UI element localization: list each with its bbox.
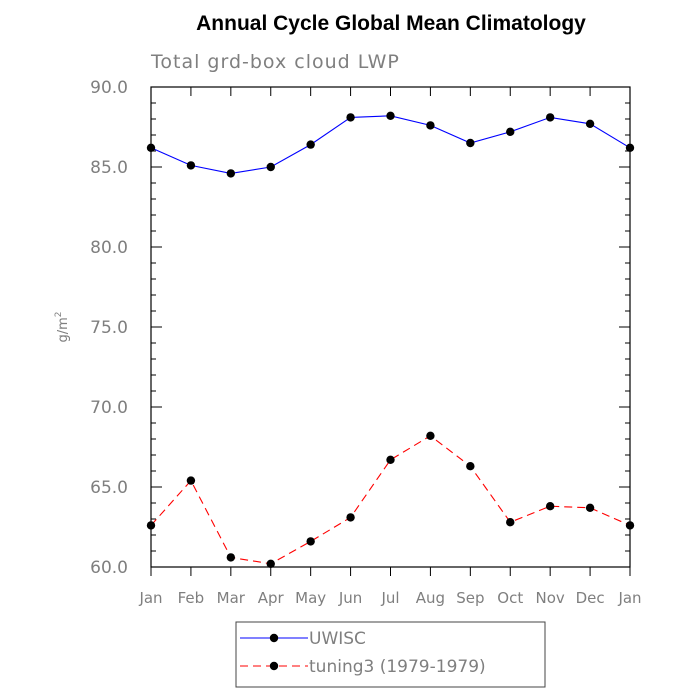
plot-axes [150, 86, 631, 568]
data-point [306, 537, 315, 546]
data-point [346, 113, 355, 122]
series-1 [146, 111, 635, 178]
y-tick-label: 70.0 [90, 398, 128, 418]
chart-subtitle: Total grd-box cloud LWP [150, 51, 400, 73]
data-point [466, 462, 475, 471]
data-point [426, 431, 435, 440]
y-tick-label: 65.0 [90, 478, 128, 498]
data-point [186, 476, 196, 485]
data-point [146, 521, 156, 530]
data-point [585, 119, 595, 128]
series-layer [146, 111, 635, 568]
data-point [625, 143, 635, 152]
data-point [625, 521, 635, 530]
chart-title: Annual Cycle Global Mean Climatology [196, 12, 586, 35]
legend-label: UWISC [309, 629, 366, 649]
data-point [506, 127, 515, 136]
x-tick-label: Apr [258, 589, 285, 607]
data-point [585, 503, 595, 512]
data-point [545, 502, 555, 511]
legend: UWISC tuning3 (1979-1979) [235, 621, 546, 688]
data-point [386, 455, 395, 464]
y-tick-label: 90.0 [90, 78, 128, 98]
x-tick-label: Dec [576, 589, 605, 607]
series-2 [146, 431, 635, 568]
y-axis-label-base: g/m [56, 317, 71, 342]
data-point [146, 143, 156, 152]
data-point [346, 513, 355, 522]
data-point [186, 161, 196, 170]
x-tick-label: Jun [338, 589, 362, 607]
data-point [506, 518, 515, 527]
y-axis-label-superscript: 2 [54, 311, 64, 317]
x-tick-label: Oct [497, 589, 523, 607]
x-tick-label: Jul [380, 589, 399, 607]
x-tick-label: Aug [416, 589, 445, 607]
x-tick-labels: Jan Feb Mar Apr May Jun Jul Aug Sep Oct Nov Dec Jan [138, 589, 641, 607]
series-line [150, 115, 631, 174]
x-tick-label: Mar [217, 589, 246, 607]
legend-swatch-marker [269, 633, 279, 643]
x-tick-label: Nov [536, 589, 565, 607]
plot-frame [150, 86, 631, 568]
data-point [545, 113, 555, 122]
x-tick-label: May [295, 589, 326, 607]
data-point [386, 111, 395, 121]
legend-item: tuning3 (1979-1979) [240, 657, 486, 677]
x-tick-label: Feb [178, 589, 205, 607]
x-tick-label: Jan [138, 589, 162, 607]
x-tick-label: Sep [456, 589, 484, 607]
axis-ticks [150, 86, 631, 576]
y-tick-labels: 60.0 65.0 70.0 75.0 80.0 85.0 90.0 [90, 78, 128, 578]
y-tick-label: 85.0 [90, 158, 128, 178]
legend-label: tuning3 (1979-1979) [309, 657, 486, 677]
data-point [266, 162, 275, 172]
data-point [466, 138, 475, 148]
x-tick-label: Jan [617, 589, 641, 607]
y-tick-label: 80.0 [90, 238, 128, 258]
legend-swatch-marker [269, 661, 279, 671]
legend-item: UWISC [240, 629, 366, 649]
data-point [226, 553, 236, 562]
y-tick-label: 75.0 [90, 318, 128, 338]
data-point [266, 559, 275, 568]
series-line [150, 435, 631, 565]
y-tick-label: 60.0 [90, 558, 128, 578]
y-axis-label: g/m2 [54, 311, 71, 342]
data-point [426, 121, 435, 130]
legend-box [235, 621, 546, 688]
data-point [226, 169, 236, 178]
data-point [306, 140, 315, 149]
